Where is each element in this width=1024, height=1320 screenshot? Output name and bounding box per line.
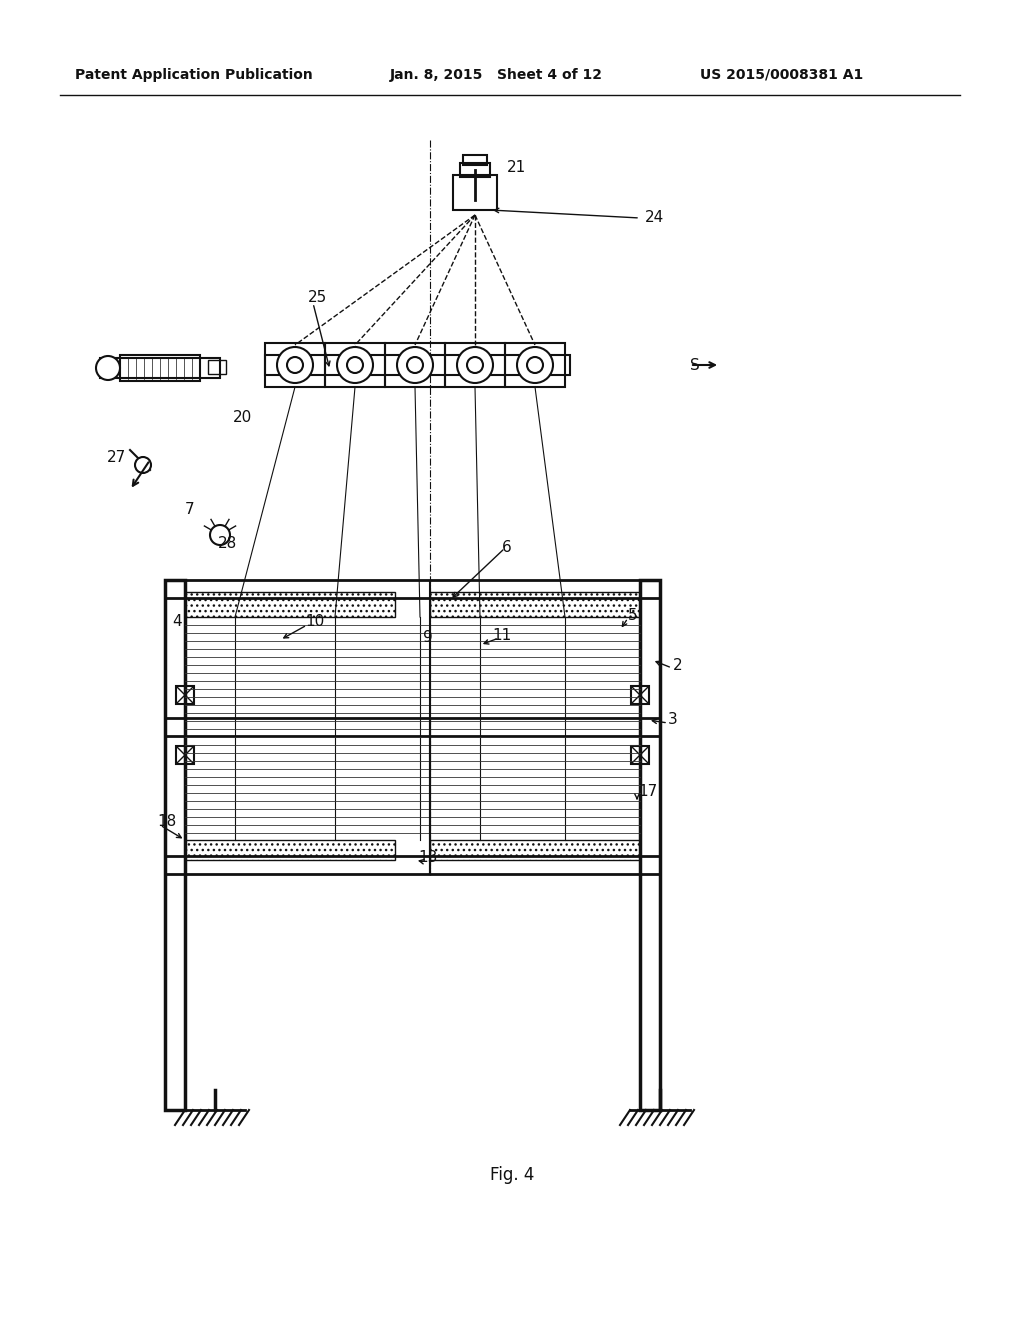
Bar [265, 343, 325, 387]
Circle shape [397, 347, 433, 383]
Bar [165, 579, 185, 1110]
Text: 20: 20 [233, 411, 252, 425]
Bar [208, 360, 226, 374]
Text: 3: 3 [668, 713, 678, 727]
Bar [176, 746, 194, 764]
Bar [460, 162, 490, 177]
Text: 21: 21 [507, 161, 526, 176]
Text: 11: 11 [492, 627, 511, 643]
Circle shape [210, 525, 230, 545]
Text: 13: 13 [418, 850, 437, 866]
Bar [165, 855, 660, 874]
Text: S: S [690, 358, 699, 372]
Bar [176, 686, 194, 704]
Text: 27: 27 [106, 450, 126, 466]
Bar [100, 362, 114, 374]
Text: 5: 5 [628, 607, 638, 623]
Text: Jan. 8, 2015   Sheet 4 of 12: Jan. 8, 2015 Sheet 4 of 12 [390, 69, 603, 82]
Bar [165, 579, 660, 598]
Bar [445, 343, 505, 387]
Circle shape [457, 347, 493, 383]
Text: 25: 25 [308, 290, 328, 305]
Circle shape [135, 457, 151, 473]
Text: 24: 24 [645, 210, 665, 226]
Circle shape [467, 356, 483, 374]
Circle shape [337, 347, 373, 383]
Bar [430, 591, 640, 616]
Circle shape [527, 356, 543, 374]
Text: US 2015/0008381 A1: US 2015/0008381 A1 [700, 69, 863, 82]
Text: Fig. 4: Fig. 4 [489, 1166, 535, 1184]
Bar [453, 176, 497, 210]
Bar [165, 718, 660, 737]
Bar [325, 343, 385, 387]
Bar [430, 840, 640, 861]
Circle shape [347, 356, 362, 374]
Text: 18: 18 [157, 814, 176, 829]
Circle shape [407, 356, 423, 374]
Bar [631, 746, 649, 764]
Bar [185, 840, 395, 861]
Bar [265, 355, 570, 375]
Bar [120, 355, 200, 381]
Text: 6: 6 [502, 540, 512, 556]
Text: 9: 9 [423, 631, 433, 645]
Circle shape [517, 347, 553, 383]
Text: 2: 2 [673, 657, 683, 672]
Bar [100, 358, 220, 378]
Bar [185, 591, 395, 616]
Text: 17: 17 [638, 784, 657, 800]
Bar [463, 154, 487, 165]
Text: 7: 7 [185, 503, 195, 517]
Circle shape [96, 356, 120, 380]
Text: 28: 28 [218, 536, 238, 550]
Circle shape [287, 356, 303, 374]
Text: 10: 10 [305, 615, 325, 630]
Bar [385, 343, 445, 387]
Bar [640, 579, 660, 1110]
Text: 4: 4 [172, 615, 181, 630]
Bar [631, 686, 649, 704]
Circle shape [278, 347, 313, 383]
Text: Patent Application Publication: Patent Application Publication [75, 69, 312, 82]
Bar [505, 343, 565, 387]
